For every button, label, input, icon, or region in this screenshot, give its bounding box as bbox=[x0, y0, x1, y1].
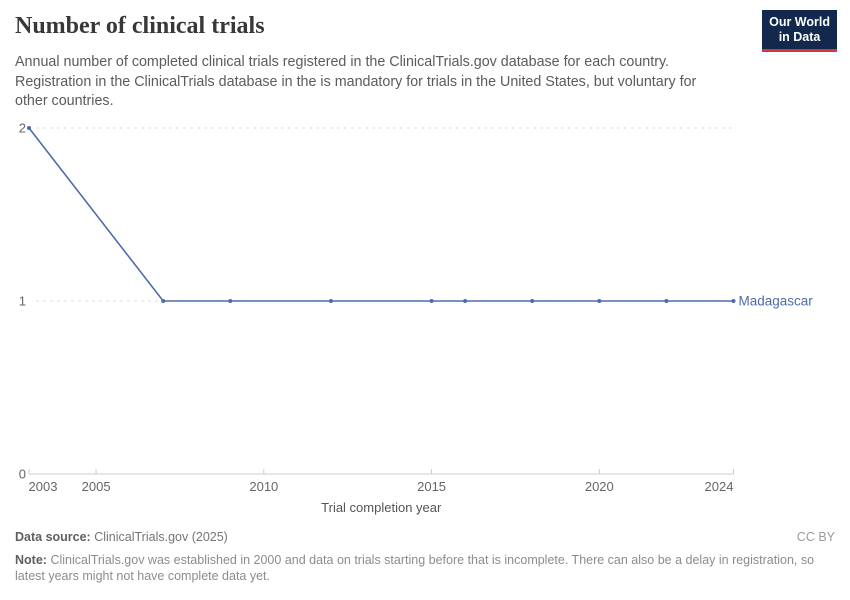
data-point-marker bbox=[161, 299, 166, 303]
y-tick-label: 2 bbox=[19, 121, 26, 136]
data-point-marker bbox=[597, 299, 602, 303]
chart-subtitle: Annual number of completed clinical tria… bbox=[15, 54, 697, 110]
data-point-marker bbox=[530, 299, 535, 303]
note-text: ClinicalTrials.gov was established in 20… bbox=[15, 552, 815, 584]
y-tick-label: 0 bbox=[19, 467, 26, 482]
data-source-label: Data source: bbox=[15, 530, 91, 544]
data-source-line: Data source: ClinicalTrials.gov (2025) bbox=[15, 529, 228, 547]
chart-footer: Data source: ClinicalTrials.gov (2025) C… bbox=[15, 529, 835, 585]
x-tick-label: 2010 bbox=[249, 479, 278, 494]
line-chart: 0 1 2 2003 2005 2010 2015 2020 2024 Trial complet… bbox=[19, 121, 814, 516]
chart-note: Note: ClinicalTrials.gov was established… bbox=[15, 552, 815, 585]
license-link[interactable]: CC BY bbox=[796, 530, 835, 544]
x-tick-label: 2005 bbox=[82, 479, 111, 494]
owid-logo-line2: in Data bbox=[778, 29, 821, 44]
data-point-marker bbox=[731, 299, 736, 303]
y-tick-label: 1 bbox=[19, 294, 26, 309]
series-label[interactable]: Madagascar bbox=[739, 294, 814, 309]
x-tick-label: 2024 bbox=[705, 479, 734, 494]
page-title: Number of clinical trials bbox=[15, 13, 265, 39]
owid-logo-line1: Our World bbox=[769, 15, 830, 29]
data-point-marker bbox=[27, 126, 31, 130]
data-point-marker bbox=[664, 299, 669, 303]
data-point-marker bbox=[228, 299, 233, 303]
data-point-marker bbox=[328, 299, 333, 303]
x-tick-label: 2015 bbox=[417, 479, 446, 494]
series-line bbox=[28, 127, 734, 302]
data-point-marker bbox=[429, 299, 434, 303]
data-point-marker bbox=[463, 299, 468, 303]
note-label: Note: bbox=[15, 552, 47, 567]
x-axis-title: Trial completion year bbox=[321, 500, 442, 515]
owid-logo: Our World in Data bbox=[762, 10, 837, 52]
x-tick-label: 2003 bbox=[29, 479, 58, 494]
x-tick-label: 2020 bbox=[585, 479, 614, 494]
data-source-value: ClinicalTrials.gov (2025) bbox=[94, 530, 228, 544]
